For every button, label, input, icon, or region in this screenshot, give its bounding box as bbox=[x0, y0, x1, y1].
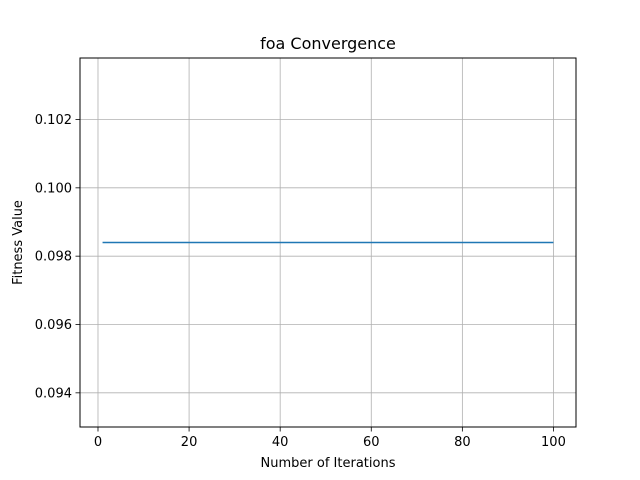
y-axis-label: Fitness Value bbox=[11, 200, 26, 285]
ticks: 0 20 40 60 80 100 0.094 0.096 0.098 0.100 0.102 bbox=[35, 113, 566, 450]
x-tick-label: 0 bbox=[94, 435, 102, 450]
x-tick-label: 20 bbox=[181, 435, 198, 450]
y-tick-label: 0.094 bbox=[35, 386, 72, 401]
x-tick-label: 80 bbox=[454, 435, 471, 450]
x-tick-label: 60 bbox=[363, 435, 380, 450]
y-tick-label: 0.096 bbox=[35, 318, 72, 333]
y-tick-label: 0.102 bbox=[35, 113, 72, 128]
chart-title: foa Convergence bbox=[260, 34, 396, 53]
x-tick-label: 100 bbox=[541, 435, 566, 450]
plot-area-frame bbox=[79, 57, 577, 428]
x-axis-label: Number of Iterations bbox=[261, 456, 396, 471]
x-tick-label: 40 bbox=[272, 435, 289, 450]
y-tick-label: 0.100 bbox=[35, 181, 72, 196]
y-tick-label: 0.098 bbox=[35, 250, 72, 265]
